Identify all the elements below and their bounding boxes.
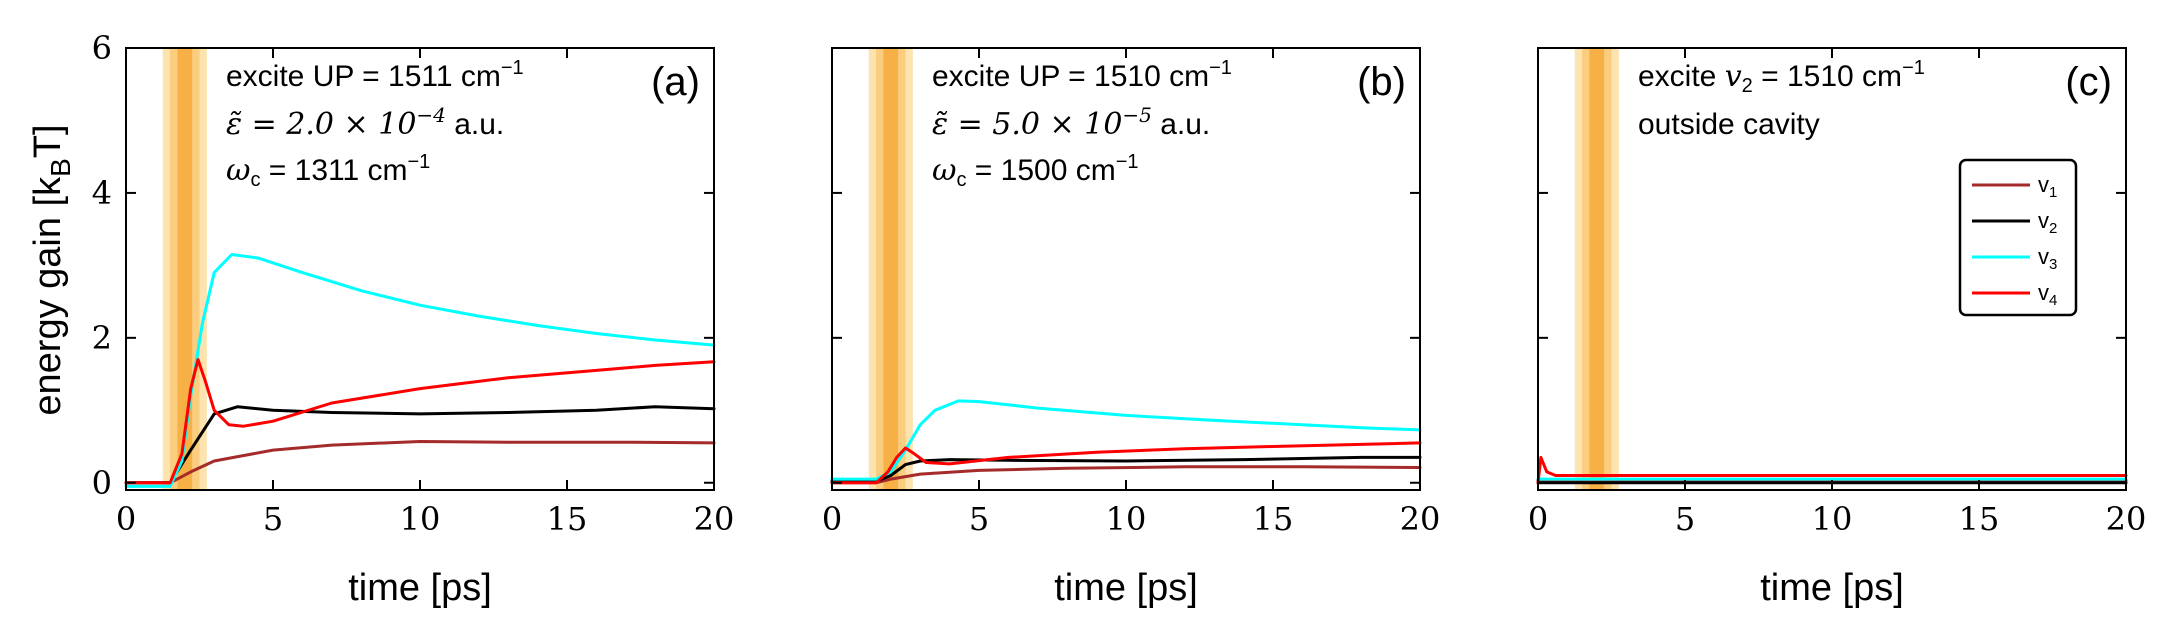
legend-entry-v1: v1 (1972, 172, 2057, 201)
panel-c-xtick-label-1: 5 (1675, 500, 1695, 538)
panel-b-annot-3: ωc = 1500 cm−1 (932, 151, 1139, 191)
panel-a-xtick-label-0: 0 (116, 500, 136, 538)
panel-a-xtick-label-4: 20 (694, 500, 735, 538)
panel-c-xtick-label-0: 0 (1528, 500, 1548, 538)
panel-b-annot-1: excite UP = 1510 cm−1 (932, 57, 1232, 93)
panel-a-label: (a) (651, 60, 700, 104)
panel-a-annot-2: ε̃ = 2.0 × 10−4 a.u. (226, 103, 504, 142)
panel-a-series-v4 (124, 358, 716, 485)
legend-entry-v4: v4 (1972, 280, 2057, 309)
panel-a-xlabel: time [ps] (348, 567, 492, 609)
panel-b-xtick-label-1: 5 (969, 500, 989, 538)
panel-b-xlabel: time [ps] (1054, 567, 1198, 609)
panel-c-series-v4 (1536, 455, 2128, 485)
panel-a-series-v1 (124, 440, 716, 485)
legend-label-v4: v4 (2038, 280, 2057, 309)
legend-label-v2: v2 (2038, 208, 2057, 237)
panel-a-xtick-label-2: 10 (400, 500, 441, 538)
panel-b-annot-2: ε̃ = 5.0 × 10−5 a.u. (932, 103, 1210, 142)
panel-b-xtick-label-3: 15 (1253, 500, 1294, 538)
panel-a-shaded-band-3 (177, 48, 193, 490)
panel-c-annot-1: excite v2 = 1510 cm−1 (1638, 57, 1925, 97)
panel-b-series-v3 (830, 399, 1422, 481)
legend-entry-v2: v2 (1972, 208, 2057, 237)
panel-c-annot-2: outside cavity (1638, 108, 1820, 141)
legend: v1 v2 v3 v4 (1958, 158, 2078, 317)
panel-a-series-v2 (124, 405, 716, 485)
panel-a-ytick-label-2: 4 (92, 174, 112, 212)
panel-c-shaded-band-3 (1589, 48, 1605, 490)
panel-b-series-v2 (830, 455, 1422, 483)
panel-c-label: (c) (2065, 60, 2112, 104)
legend-label-v1: v1 (2038, 172, 2057, 201)
panel-b-shaded-band-3 (883, 48, 899, 490)
panel-b-label: (b) (1357, 60, 1406, 104)
panel-a-annot-3: ωc = 1311 cm−1 (226, 151, 430, 191)
panel-c-xtick-label-4: 20 (2106, 500, 2147, 538)
y-axis-title-main: energy gain [k (27, 176, 69, 416)
panel-b-series-v1 (830, 465, 1422, 485)
panel-b: 0 5 10 15 20 (b) excite UP = 1510 cm−1 ε̃ = … (822, 47, 1441, 609)
panel-c-xtick-label-2: 10 (1812, 500, 1853, 538)
y-axis-title-sub: B (45, 158, 76, 177)
panel-a: 0 5 10 15 20 0 2 4 6 (a) excite UP = 1511 cm−1 ε… (92, 29, 735, 609)
y-axis-title-tail: T] (27, 124, 69, 158)
panel-a-series-v3 (124, 253, 716, 488)
panel-a-ytick-label-1: 2 (92, 319, 112, 357)
panel-a-xtick-label-3: 15 (547, 500, 588, 538)
legend-box (1958, 158, 2078, 317)
y-axis-title: energy gain [kBT] (27, 124, 76, 415)
panel-a-ytick-label-0: 0 (92, 464, 112, 502)
panel-b-xtick-label-2: 10 (1106, 500, 1147, 538)
legend-entry-v3: v3 (1972, 244, 2057, 273)
panel-a-xtick-label-1: 5 (263, 500, 283, 538)
panel-b-xtick-label-0: 0 (822, 500, 842, 538)
legend-label-v3: v3 (2038, 244, 2057, 273)
panel-c-xtick-label-3: 15 (1959, 500, 2000, 538)
panel-b-series-v4 (830, 441, 1422, 485)
panel-a-ytick-label-3: 6 (92, 29, 112, 67)
panel-c-xlabel: time [ps] (1760, 567, 1904, 609)
panel-a-annot-1: excite UP = 1511 cm−1 (226, 57, 524, 93)
panel-c: 0 5 10 15 20 (c) excite v2 = 1510 cm−1 outsi… (1528, 47, 2147, 609)
panel-b-xtick-label-4: 20 (1400, 500, 1441, 538)
